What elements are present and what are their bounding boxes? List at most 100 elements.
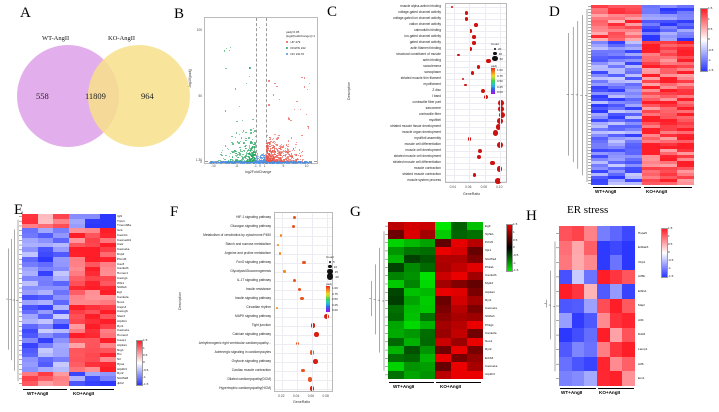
dotplot-category-label: muscle cell development <box>405 148 441 152</box>
volcano-point <box>271 147 274 149</box>
heatmap-cell <box>608 179 626 182</box>
volcano-point <box>270 148 272 150</box>
dotplot-point <box>495 178 501 184</box>
heatmap-cell <box>584 342 597 357</box>
heatmap-cell <box>53 304 69 310</box>
volcano-point <box>281 146 283 148</box>
volcano-point <box>253 146 255 148</box>
volcano-legend-item[interactable]: DOWN 242 <box>286 46 330 50</box>
heatmap-cell <box>659 5 677 8</box>
heatmap-cell <box>625 155 643 158</box>
heatmap-cell <box>419 312 436 322</box>
heatmap-cell <box>642 29 660 32</box>
volcano-xtick: -10 <box>211 164 216 168</box>
heatmap-cell <box>22 338 38 343</box>
count-legend-label: 20 <box>335 274 339 279</box>
heatmap-cell <box>659 164 677 167</box>
volcano-point <box>254 161 256 163</box>
volcano-point <box>235 154 237 156</box>
heatmap-cell <box>591 44 609 47</box>
heatmap-cell <box>608 182 626 185</box>
heatmap-gene-label: Atf4 <box>638 317 644 322</box>
heatmap-cell <box>53 276 69 281</box>
volcano-point <box>278 156 280 159</box>
heatmap-gene-label: Homer2 <box>117 333 129 338</box>
volcano-point <box>266 148 268 150</box>
heatmap-cell <box>659 170 677 173</box>
heatmap-cell <box>100 376 116 382</box>
volcano-point <box>254 142 256 144</box>
volcano-legend-item[interactable]: NO 24176 <box>286 52 330 56</box>
panel-h: H ER stress Hspa5 Eif2ak3 Xbp1 Atf6b Eif2s1 M… <box>525 200 719 412</box>
volcano-point <box>274 151 277 153</box>
volcano-point <box>294 162 296 164</box>
heatmap-cell <box>622 298 635 314</box>
heatmap-cell <box>571 269 585 285</box>
dotplot-xtick: 0.02 <box>278 394 285 398</box>
volcano-point <box>239 153 241 155</box>
dotplot-point <box>493 130 499 136</box>
heatmap-cell <box>591 8 609 11</box>
panel-d-group-line-right <box>644 187 692 188</box>
count-legend-dot-icon <box>494 47 496 50</box>
volcano-point <box>286 154 288 156</box>
volcano-xtick: -5 <box>235 164 239 168</box>
heatmap-cell <box>69 357 85 363</box>
volcano-point <box>250 159 252 161</box>
volcano-point <box>252 132 254 134</box>
volcano-point <box>277 152 279 155</box>
heatmap-cell <box>625 65 643 68</box>
heatmap-cell <box>625 89 643 92</box>
volcano-point <box>290 155 292 157</box>
heatmap-cell <box>100 285 116 291</box>
heatmap-cell <box>53 352 69 358</box>
volcano-point <box>242 130 245 132</box>
heatmap-cell <box>608 5 626 8</box>
volcano-point <box>252 157 255 159</box>
heatmap-cell <box>659 155 677 158</box>
volcano-point <box>265 162 267 164</box>
heatmap-cell <box>84 233 101 238</box>
heatmap-cell <box>53 280 69 286</box>
heatmap-cell <box>625 41 643 44</box>
heatmap-cell <box>625 161 643 164</box>
volcano-point <box>269 148 271 150</box>
dotplot-point <box>301 260 306 265</box>
volcano-point <box>284 149 287 151</box>
heatmap-cell <box>584 255 597 270</box>
count-legend-dot-icon <box>492 55 498 62</box>
volcano-point <box>250 140 252 142</box>
heatmap-cell <box>22 247 38 253</box>
heatmap-cell <box>609 269 623 285</box>
volcano-point <box>266 150 268 152</box>
panel-g-letter: G <box>350 204 361 220</box>
volcano-point <box>292 162 294 164</box>
heatmap-cell <box>69 295 85 300</box>
volcano-point <box>248 138 250 140</box>
panel-f-letter: F <box>170 204 179 220</box>
volcano-point <box>301 154 303 157</box>
volcano-legend-item[interactable]: UP 479 <box>286 40 330 44</box>
heatmap-gene-label: Homer1 <box>117 271 129 276</box>
volcano-point <box>266 146 268 148</box>
legend-swatch-icon <box>286 52 289 56</box>
heatmap-cell <box>22 214 38 219</box>
volcano-point <box>272 160 274 163</box>
volcano-point <box>269 155 272 158</box>
heatmap-cell <box>625 71 643 74</box>
volcano-point <box>274 148 276 151</box>
volcano-point <box>274 153 276 156</box>
dotplot-xtick: 0.06 <box>307 394 314 398</box>
heatmap-cell <box>69 314 85 320</box>
volcano-point <box>280 148 282 150</box>
heatmap-cell <box>659 98 677 101</box>
volcano-point <box>250 159 252 161</box>
heatmap-cell <box>642 47 660 50</box>
volcano-point <box>246 162 248 164</box>
heatmap-cell <box>22 309 38 315</box>
heatmap-cell <box>659 107 677 110</box>
colorbar-tick-label: 1.5 <box>708 6 713 11</box>
volcano-point <box>251 161 253 163</box>
heatmap-cell <box>37 252 54 257</box>
heatmap-cell <box>659 38 677 41</box>
